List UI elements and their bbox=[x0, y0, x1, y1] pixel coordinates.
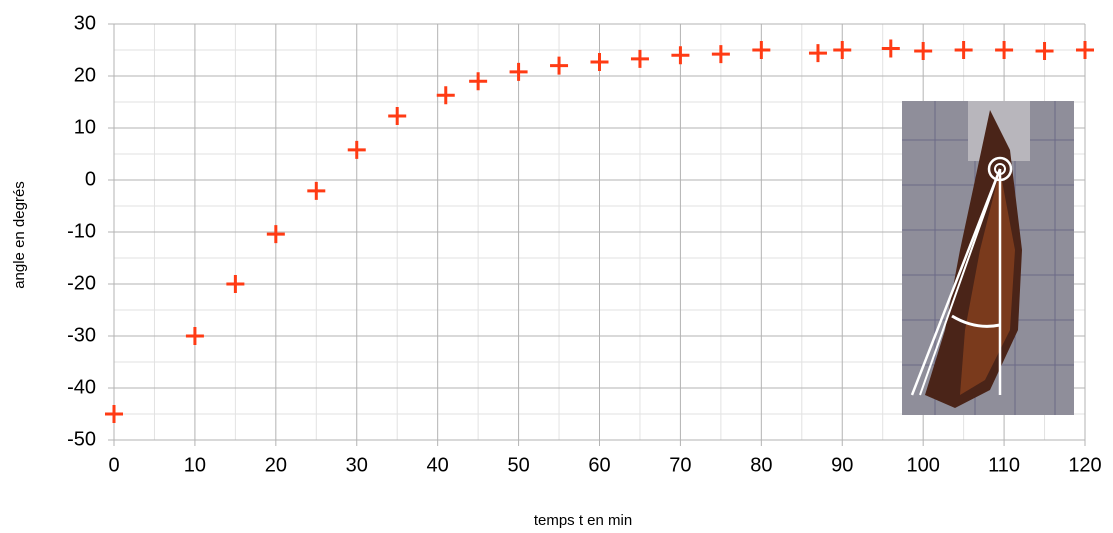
data-point bbox=[711, 45, 730, 64]
data-point bbox=[630, 49, 649, 68]
data-point bbox=[226, 275, 245, 293]
y-tick-label: -20 bbox=[67, 272, 96, 294]
x-tick-label: 60 bbox=[588, 454, 610, 476]
data-point bbox=[266, 225, 285, 244]
x-tick-label: 70 bbox=[669, 454, 691, 476]
y-tick-label: -40 bbox=[67, 376, 96, 398]
x-tick-label: 20 bbox=[265, 454, 287, 476]
y-tick-label: -50 bbox=[67, 428, 96, 450]
x-tick-label: 120 bbox=[1068, 454, 1101, 476]
data-point bbox=[881, 39, 900, 58]
x-tick-label: 0 bbox=[108, 454, 119, 476]
x-tick-label: 30 bbox=[346, 454, 368, 476]
data-point bbox=[388, 107, 407, 126]
data-point bbox=[833, 41, 852, 59]
y-tick-label: 30 bbox=[74, 12, 96, 34]
data-point bbox=[914, 42, 933, 61]
x-tick-label: 10 bbox=[184, 454, 206, 476]
data-point bbox=[347, 140, 366, 159]
y-tick-label: 0 bbox=[85, 168, 96, 190]
data-point bbox=[671, 46, 690, 65]
data-point bbox=[185, 327, 204, 345]
data-point bbox=[509, 62, 528, 81]
data-point bbox=[105, 405, 123, 423]
data-point bbox=[995, 41, 1014, 59]
data-point bbox=[469, 72, 488, 91]
inset-photo bbox=[902, 101, 1074, 415]
y-tick-label: 20 bbox=[74, 64, 96, 86]
y-tick-label: -30 bbox=[67, 324, 96, 346]
x-tick-label: 80 bbox=[750, 454, 772, 476]
y-tick-label: -10 bbox=[67, 220, 96, 242]
data-point bbox=[1035, 42, 1054, 61]
x-tick-label: 110 bbox=[988, 454, 1020, 476]
data-point bbox=[954, 41, 973, 59]
data-point bbox=[436, 86, 455, 105]
data-point bbox=[808, 44, 827, 63]
data-point bbox=[752, 41, 771, 59]
y-axis-title: angle en degrés bbox=[11, 181, 28, 289]
x-tick-label: 90 bbox=[831, 454, 853, 476]
x-tick-label: 40 bbox=[427, 454, 449, 476]
x-tick-label: 100 bbox=[906, 454, 939, 476]
data-point bbox=[590, 52, 609, 71]
y-tick-label: 10 bbox=[74, 116, 96, 138]
x-tick-label: 50 bbox=[507, 454, 529, 476]
x-axis-title: temps t en min bbox=[534, 512, 632, 529]
data-point bbox=[307, 181, 326, 200]
data-point bbox=[1076, 41, 1094, 59]
data-point bbox=[550, 56, 569, 75]
